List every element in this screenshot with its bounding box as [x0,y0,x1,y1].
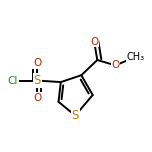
Text: S: S [34,74,41,87]
Text: O: O [90,37,98,47]
Text: S: S [72,109,79,122]
Text: Cl: Cl [8,76,18,86]
Text: CH₃: CH₃ [126,52,144,62]
Text: O: O [33,58,41,68]
Text: O: O [111,60,120,70]
Text: O: O [33,93,41,103]
